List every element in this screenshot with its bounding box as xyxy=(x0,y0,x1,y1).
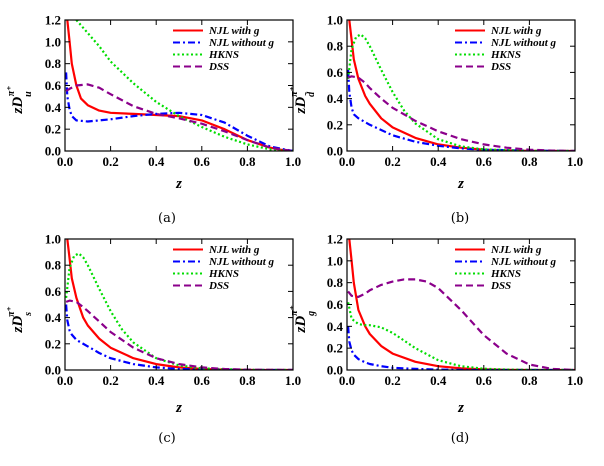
x-tick-label: 1.0 xyxy=(285,373,301,388)
plot-frame xyxy=(346,19,576,152)
y-tick-label: 0.0 xyxy=(327,144,343,159)
series-line-njl-without-g xyxy=(65,72,293,151)
x-tick-label: 0.8 xyxy=(239,373,256,388)
legend-label: NJL without g xyxy=(490,37,556,49)
x-tick-label: 0.0 xyxy=(339,373,355,388)
y-tick-label: 0.2 xyxy=(327,341,343,356)
x-tick-label: 1.0 xyxy=(567,154,583,169)
x-tick-label: 0.4 xyxy=(148,373,165,388)
y-axis-label: zDd̄π⁺ xyxy=(289,86,317,114)
legend-label: DSS xyxy=(490,61,511,73)
legend-label: HKNS xyxy=(490,268,521,280)
x-tick-label: 0.6 xyxy=(476,154,493,169)
y-tick-label: 1.0 xyxy=(45,232,61,247)
y-tick-label: 0.4 xyxy=(327,319,344,334)
y-tick-label: 0.6 xyxy=(327,297,344,312)
y-tick-label: 0.6 xyxy=(45,284,62,299)
x-tick-label: 0.6 xyxy=(194,373,211,388)
y-tick-label: 0.0 xyxy=(45,363,61,378)
x-tick-label: 0.4 xyxy=(430,154,447,169)
legend-label: DSS xyxy=(208,61,229,73)
x-tick-label: 0.8 xyxy=(521,154,538,169)
legend-label: NJL with g xyxy=(490,244,542,256)
series-line-njl-without-g xyxy=(347,326,575,370)
x-tick-label: 1.0 xyxy=(285,154,301,169)
x-tick-label: 0.2 xyxy=(384,154,400,169)
legend-label: DSS xyxy=(208,280,229,292)
series-line-dss xyxy=(347,278,575,370)
x-tick-label: 0.4 xyxy=(430,373,447,388)
x-axis-label: z xyxy=(175,400,182,416)
y-tick-label: 0.0 xyxy=(327,363,343,378)
legend-label: HKNS xyxy=(208,268,239,280)
x-tick-label: 0.0 xyxy=(57,154,73,169)
x-tick-label: 0.2 xyxy=(384,373,400,388)
x-tick-label: 0.0 xyxy=(57,373,73,388)
y-tick-label: 0.4 xyxy=(327,91,344,106)
legend-label: NJL without g xyxy=(208,37,274,49)
series-line-dss xyxy=(347,75,575,151)
y-tick-label: 0.6 xyxy=(327,65,344,80)
legend-label: HKNS xyxy=(208,49,239,61)
legend-label: NJL without g xyxy=(208,256,274,268)
x-axis-label: z xyxy=(175,176,182,192)
x-axis-label: z xyxy=(457,400,464,416)
series-line-dss xyxy=(65,299,293,370)
series-line-hkns xyxy=(347,302,575,370)
y-tick-label: 0.8 xyxy=(45,258,62,273)
panel-b: 0.0 0.2 0.4 0.6 0.8 1.0 0.0 0.2 0.4 0.6 0.8 1.0 z zDd… xyxy=(289,13,583,227)
y-tick-label: 0.2 xyxy=(45,336,61,351)
x-tick-label: 0.6 xyxy=(476,373,493,388)
series-line-njl-without-g xyxy=(65,304,293,370)
plot-frame xyxy=(64,238,294,371)
x-tick-label: 0.2 xyxy=(102,373,118,388)
panel-caption: (a) xyxy=(158,211,176,226)
series-line-dss xyxy=(65,83,293,151)
y-tick-label: 0.2 xyxy=(45,122,61,137)
legend-label: NJL with g xyxy=(208,25,260,37)
y-tick-label: 0.8 xyxy=(327,39,344,54)
panel-a: 0.0 0.2 0.4 0.6 0.8 1.0 0.0 0.2 0.4 0.6 0.8 1.0 1.2 z… xyxy=(6,13,301,227)
x-axis-label: z xyxy=(457,176,464,192)
panel-c: 0.0 0.2 0.4 0.6 0.8 1.0 0.0 0.2 0.4 0.6 0.8 1.0 z zDs… xyxy=(6,232,301,447)
x-tick-label: 0.2 xyxy=(102,154,118,169)
legend-label: NJL with g xyxy=(490,25,542,37)
legend-label: DSS xyxy=(490,280,511,292)
panel-caption: (c) xyxy=(158,431,175,446)
y-axis-label: zDsπ⁺ xyxy=(6,306,34,333)
y-axis-label: zDgπ⁺ xyxy=(289,305,317,333)
y-tick-label: 0.8 xyxy=(45,56,62,71)
y-tick-label: 1.0 xyxy=(327,253,343,268)
x-tick-label: 0.8 xyxy=(521,373,538,388)
x-tick-label: 0.0 xyxy=(339,154,355,169)
legend-label: NJL without g xyxy=(490,256,556,268)
y-tick-label: 1.0 xyxy=(45,34,61,49)
y-tick-label: 0.8 xyxy=(327,275,344,290)
x-tick-label: 0.6 xyxy=(194,154,211,169)
series-line-hkns xyxy=(347,33,575,151)
y-axis-label: zDuπ⁺ xyxy=(6,86,34,115)
y-tick-label: 1.0 xyxy=(327,13,343,28)
y-tick-label: 0.4 xyxy=(45,100,62,115)
y-tick-label: 0.0 xyxy=(45,144,61,159)
y-tick-label: 1.2 xyxy=(45,13,61,28)
series-line-hkns xyxy=(75,20,293,151)
y-tick-label: 0.4 xyxy=(45,310,62,325)
panel-caption: (b) xyxy=(451,211,469,226)
y-tick-label: 0.2 xyxy=(327,117,343,132)
x-tick-label: 0.8 xyxy=(239,154,256,169)
x-tick-label: 0.4 xyxy=(148,154,165,169)
legend-label: NJL with g xyxy=(208,244,260,256)
x-tick-label: 1.0 xyxy=(567,373,583,388)
legend-label: HKNS xyxy=(490,49,521,61)
panel-d: 0.0 0.2 0.4 0.6 0.8 1.0 0.0 0.2 0.4 0.6 0.8 1.0 1.2 z… xyxy=(289,232,583,447)
panel-caption: (d) xyxy=(451,431,469,446)
y-tick-label: 0.6 xyxy=(45,78,62,93)
y-tick-label: 1.2 xyxy=(327,232,343,247)
